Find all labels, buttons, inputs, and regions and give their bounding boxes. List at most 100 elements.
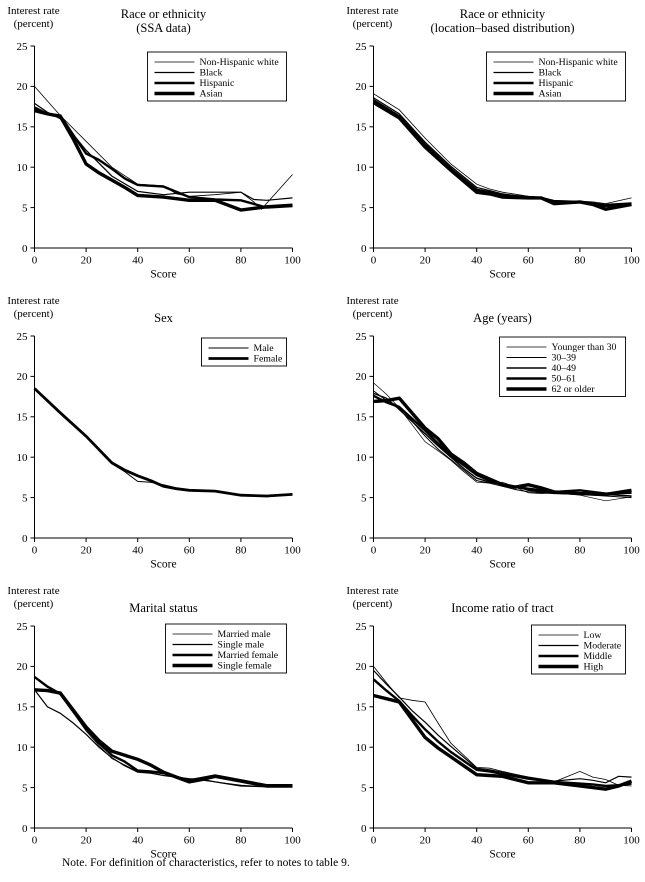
legend-label-single-male: Single male <box>218 640 265 651</box>
series-line-married-female <box>33 675 293 787</box>
y-tick-label: 15 <box>17 702 29 714</box>
series-line-30-39 <box>373 390 632 499</box>
figure-note: Note. For definition of characteristics,… <box>62 857 350 869</box>
legend-label-male: Male <box>254 343 275 354</box>
y-tick-label: 15 <box>356 412 368 424</box>
y-tick-label: 15 <box>17 412 29 424</box>
y-tick-label: 10 <box>17 452 29 464</box>
x-tick-label: 60 <box>523 545 535 557</box>
x-tick-label: 0 <box>32 835 38 847</box>
y-tick-label: 25 <box>17 621 29 633</box>
x-tick-label: 80 <box>574 545 586 557</box>
y-axis-label: (percent) <box>14 598 54 610</box>
income-ratio-chart: Interest rate(percent) Income ratio of tr… <box>346 585 640 861</box>
series-line-non-hispanic-white <box>373 93 632 205</box>
legend-label-middle: Middle <box>584 651 613 662</box>
age-chart: Interest rate(percent) Age (years) 0 5 10 15 2… <box>346 295 640 571</box>
x-tick-label: 60 <box>523 255 535 267</box>
x-tick-label: 60 <box>184 255 196 267</box>
x-tick-label: 60 <box>523 835 535 847</box>
y-tick-label: 10 <box>17 742 29 754</box>
series-line-asian <box>372 101 632 211</box>
y-axis-label: Interest rate <box>7 585 59 597</box>
y-tick-label: 10 <box>356 162 368 174</box>
y-tick-label: 20 <box>356 371 368 383</box>
series-line-50-61 <box>372 394 632 495</box>
x-tick-label: 100 <box>623 255 640 267</box>
series-line-female <box>33 387 293 498</box>
y-tick-label: 20 <box>17 371 29 383</box>
chart-title: Age (years) <box>473 311 532 325</box>
x-tick-label: 0 <box>371 835 377 847</box>
legend-label-married-male: Married male <box>218 629 272 640</box>
chart-panel-marital-status: Interest rate (percent) Marital status 0 5 10… <box>0 580 322 870</box>
series-line-hispanic <box>33 106 293 209</box>
y-axis-label: Interest rate <box>346 5 398 17</box>
y-tick-label: 25 <box>17 41 29 53</box>
y-tick-label: 10 <box>17 162 29 174</box>
chart-title: Race or ethnicity <box>460 7 546 21</box>
y-tick-label: 0 <box>22 823 28 835</box>
race-ssa-chart: Interest rate(percent) Race or ethnicity(… <box>7 5 301 281</box>
x-tick-label: 60 <box>184 835 196 847</box>
series-line-high <box>373 693 633 791</box>
series-line-male <box>34 388 293 498</box>
series-line-hispanic <box>372 99 632 208</box>
legend-label-low: Low <box>584 630 603 641</box>
x-tick-label: 100 <box>623 835 640 847</box>
y-tick-label: 0 <box>361 533 367 545</box>
x-tick-label: 80 <box>574 835 586 847</box>
y-axis-label: Interest rate <box>7 295 59 307</box>
x-tick-label: 20 <box>420 545 432 557</box>
x-axis-label: Score <box>150 269 176 281</box>
y-tick-label: 5 <box>361 202 367 214</box>
series-line-middle <box>372 678 632 788</box>
legend-label-non-hispanic-white: Non-Hispanic white <box>539 57 619 68</box>
x-axis-label: Score <box>489 849 515 861</box>
series-line-62-or-older <box>373 396 632 497</box>
legend-label-black: Black <box>200 68 223 79</box>
x-tick-label: 20 <box>81 835 93 847</box>
x-tick-label: 100 <box>284 545 301 557</box>
legend-label-asian: Asian <box>539 89 562 100</box>
legend-label-high: High <box>584 662 604 673</box>
x-tick-label: 0 <box>32 545 38 557</box>
series-line-low <box>373 666 632 787</box>
series-line-moderate <box>373 669 632 784</box>
y-tick-label: 25 <box>356 331 368 343</box>
chart-panel-sex: Interest rate (percent) Sex 0 5 10 15 20 25 0 20 40… <box>0 290 322 580</box>
x-tick-label: 40 <box>132 545 144 557</box>
y-tick-label: 0 <box>361 243 367 255</box>
y-axis-label: Interest rate <box>346 585 398 597</box>
x-axis-label: Score <box>150 849 176 861</box>
x-tick-label: 0 <box>371 255 377 267</box>
y-axis-label: Interest rate <box>346 295 398 307</box>
series-line-40-49 <box>373 392 632 497</box>
x-tick-label: 80 <box>235 255 247 267</box>
x-tick-label: 100 <box>284 835 301 847</box>
chart-title: Income ratio of tract <box>451 601 554 615</box>
legend-label-single-female: Single female <box>218 661 273 672</box>
y-tick-label: 25 <box>17 331 29 343</box>
x-tick-label: 60 <box>184 545 196 557</box>
chart-title: Sex <box>154 311 174 325</box>
x-tick-label: 0 <box>32 255 38 267</box>
x-axis-label: Score <box>489 269 515 281</box>
x-axis-label: Score <box>489 559 515 571</box>
chart-panel-race-location: Interest rate (percent) Race or ethnicity(… <box>322 0 645 290</box>
x-tick-label: 40 <box>132 835 144 847</box>
x-tick-label: 40 <box>471 835 483 847</box>
y-tick-label: 20 <box>17 661 29 673</box>
y-axis-label: (percent) <box>14 308 54 320</box>
legend-label-younger-than-30: Younger than 30 <box>552 342 617 353</box>
chart-title: Marital status <box>129 601 198 615</box>
legend-label-married-female: Married female <box>218 650 279 661</box>
x-tick-label: 20 <box>420 835 432 847</box>
x-tick-label: 40 <box>471 545 483 557</box>
y-tick-label: 5 <box>22 782 28 794</box>
y-axis-label: (percent) <box>14 18 54 30</box>
y-tick-label: 25 <box>356 621 368 633</box>
sex-chart: Interest rate(percent) Sex 0 5 10 15 20 25 0 20 40… <box>7 295 301 571</box>
y-tick-label: 0 <box>22 243 28 255</box>
